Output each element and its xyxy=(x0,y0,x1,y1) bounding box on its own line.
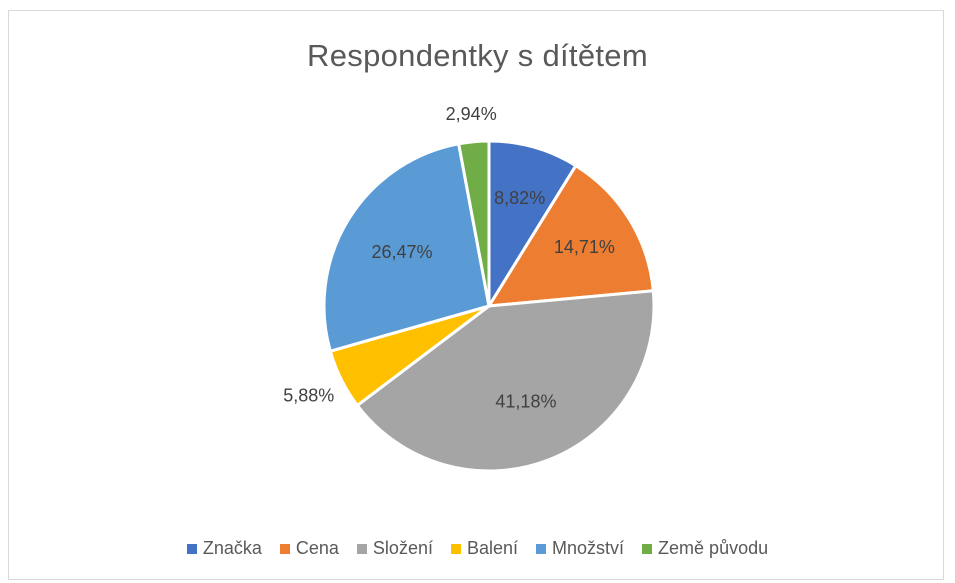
pie-slice-2 xyxy=(355,289,656,473)
legend-swatch-0 xyxy=(186,543,197,554)
legend-item-1: Cena xyxy=(279,538,339,559)
pie-slice-5 xyxy=(457,139,491,308)
data-label-1: 14,71% xyxy=(554,237,615,257)
legend-label-1: Cena xyxy=(295,538,339,558)
legend-item-2: Složení xyxy=(356,538,433,559)
legend-item-3: Balení xyxy=(450,538,519,559)
chart-legend: Značka Cena Složení Balení Množství Země půvo… xyxy=(0,538,955,559)
legend-label-4: Množství xyxy=(552,538,625,558)
pie-slice-1 xyxy=(487,164,655,308)
legend-item-5: Země původu xyxy=(642,538,768,559)
data-label-5: 2,94% xyxy=(446,104,497,124)
data-label-4: 26,47% xyxy=(371,242,432,262)
data-label-0: 8,82% xyxy=(494,188,545,208)
legend-swatch-3 xyxy=(450,543,461,554)
chart-title: Respondentky s dítětem xyxy=(307,38,648,73)
pie-slice-0 xyxy=(487,139,578,308)
legend-swatch-5 xyxy=(642,543,653,554)
data-label-2: 41,18% xyxy=(495,391,556,411)
legend-label-5: Země původu xyxy=(658,538,769,558)
pie-slice-4 xyxy=(322,142,491,353)
legend-swatch-1 xyxy=(279,543,290,554)
legend-label-3: Balení xyxy=(466,538,519,558)
legend-label-0: Značka xyxy=(202,538,262,558)
data-label-3: 5,88% xyxy=(283,386,334,406)
legend-item-4: Množství xyxy=(536,538,624,559)
legend-item-0: Značka xyxy=(186,538,262,559)
legend-swatch-2 xyxy=(356,543,367,554)
legend-swatch-4 xyxy=(536,543,547,554)
legend-label-2: Složení xyxy=(372,538,433,558)
